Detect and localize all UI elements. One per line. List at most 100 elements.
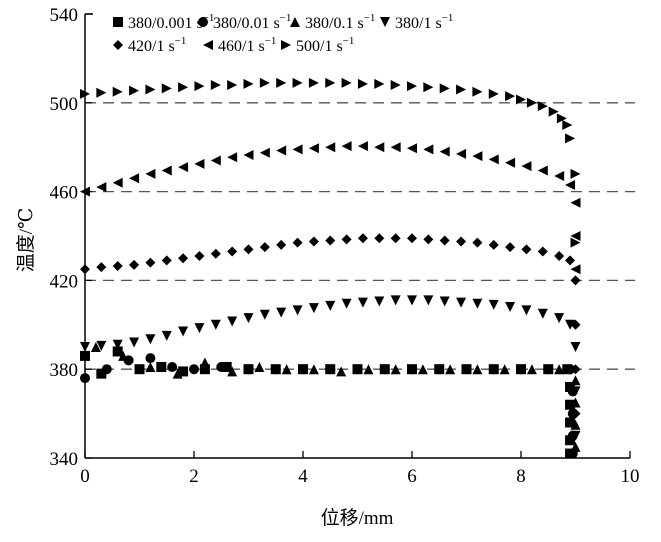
data-point xyxy=(461,364,472,375)
y-tick-label: 460 xyxy=(50,183,79,204)
data-point xyxy=(472,364,483,375)
data-point xyxy=(90,342,101,352)
data-point xyxy=(488,88,499,99)
data-point xyxy=(243,313,254,324)
data-point xyxy=(374,78,385,89)
data-point xyxy=(505,91,516,102)
data-point xyxy=(194,250,205,261)
data-point xyxy=(276,77,287,88)
legend-marker xyxy=(380,17,390,27)
data-point xyxy=(526,97,537,108)
data-point xyxy=(423,144,434,155)
data-point xyxy=(243,244,254,255)
data-point xyxy=(570,397,581,408)
data-point xyxy=(472,151,483,162)
data-point xyxy=(292,305,303,316)
data-point xyxy=(292,77,303,88)
data-point xyxy=(145,257,156,268)
data-point xyxy=(505,302,516,313)
data-point xyxy=(254,361,265,372)
data-point xyxy=(118,350,129,361)
data-point xyxy=(101,364,112,375)
data-point xyxy=(554,364,565,375)
data-point xyxy=(456,148,467,159)
data-point xyxy=(379,364,390,375)
data-point xyxy=(325,235,336,246)
data-point xyxy=(172,368,183,379)
data-point xyxy=(325,77,336,88)
data-point xyxy=(570,275,581,286)
data-point xyxy=(178,253,189,264)
data-point xyxy=(565,435,576,446)
data-point xyxy=(565,399,576,410)
legend-marker xyxy=(113,40,123,50)
y-tick-label: 380 xyxy=(50,360,79,381)
data-point xyxy=(565,319,576,330)
data-point xyxy=(357,78,368,89)
data-point xyxy=(521,161,532,172)
x-tick-label: 0 xyxy=(80,466,90,487)
data-point xyxy=(570,319,581,330)
axes: 0 2 4 6 8 10 340 380 420 460 500 540 xyxy=(50,5,640,487)
data-point xyxy=(357,141,368,152)
data-point xyxy=(308,303,319,314)
data-point xyxy=(570,197,581,208)
data-point xyxy=(565,133,576,144)
data-point xyxy=(543,364,554,375)
data-point xyxy=(96,340,107,351)
data-point xyxy=(537,101,548,112)
data-point xyxy=(178,82,189,93)
legend-marker xyxy=(113,17,123,27)
legend-label: 420/1 s−1 xyxy=(128,35,186,55)
data-point xyxy=(516,94,526,105)
data-point xyxy=(292,144,303,155)
data-point xyxy=(570,408,581,419)
data-point xyxy=(189,364,199,375)
data-point xyxy=(565,381,576,392)
data-point xyxy=(570,441,581,452)
data-point xyxy=(445,364,456,375)
data-point xyxy=(537,246,548,257)
data-point xyxy=(439,146,450,157)
data-point xyxy=(521,305,532,316)
data-point xyxy=(488,239,499,250)
data-point xyxy=(227,152,238,163)
data-point xyxy=(423,82,434,93)
data-point xyxy=(308,77,319,88)
data-point xyxy=(325,142,336,153)
x-tick-label: 4 xyxy=(298,466,308,487)
data-point xyxy=(308,143,319,154)
data-point xyxy=(276,307,287,318)
data-point xyxy=(129,259,140,270)
data-point xyxy=(390,142,401,153)
data-point xyxy=(325,364,336,375)
data-point xyxy=(363,364,374,375)
data-point xyxy=(259,309,270,320)
x-tick-label: 6 xyxy=(407,466,417,487)
data-point xyxy=(390,364,401,375)
data-point xyxy=(554,250,565,261)
data-point xyxy=(341,298,352,309)
data-point xyxy=(156,361,167,372)
data-point xyxy=(145,334,156,345)
data-point xyxy=(178,326,189,337)
data-point xyxy=(112,339,123,350)
data-point xyxy=(96,87,107,98)
data-point xyxy=(161,330,172,341)
data-point xyxy=(210,319,221,330)
data-point xyxy=(259,242,270,253)
data-point xyxy=(570,168,581,179)
data-point xyxy=(129,85,140,96)
data-point xyxy=(488,154,499,165)
y-tick-label: 500 xyxy=(50,94,79,115)
data-point xyxy=(145,353,156,364)
data-point xyxy=(259,77,270,88)
data-point xyxy=(194,158,205,169)
data-point xyxy=(270,364,281,375)
data-point xyxy=(96,262,107,273)
data-point xyxy=(357,297,368,308)
data-point xyxy=(210,248,221,259)
data-point xyxy=(298,364,308,375)
data-point xyxy=(161,83,172,94)
